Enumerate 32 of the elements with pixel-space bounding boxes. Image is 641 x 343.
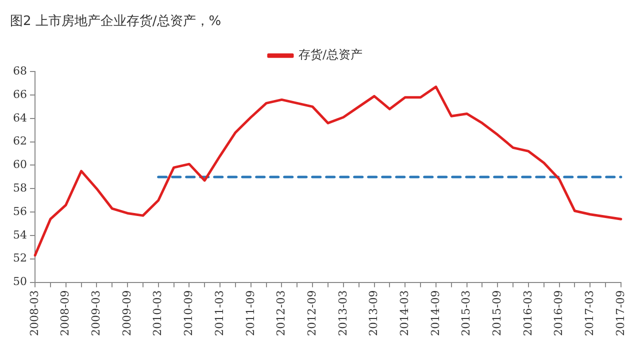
legend-label: 存货/总资产: [298, 48, 363, 62]
y-tick-label: 50: [12, 275, 27, 288]
x-tick-label: 2010-09: [182, 290, 196, 336]
x-tick-label: 2009-03: [90, 290, 103, 336]
y-tick-label: 54: [12, 228, 27, 242]
x-tick-label: 2016-09: [552, 290, 566, 336]
x-tick-label: 2014-03: [398, 290, 411, 336]
x-tick-label: 2011-09: [244, 290, 257, 336]
x-tick-label: 2012-09: [305, 290, 318, 336]
x-tick-label: 2015-03: [460, 290, 473, 336]
y-tick-label: 62: [12, 134, 27, 148]
x-tick-label: 2008-03: [28, 290, 41, 336]
x-tick-label: 2014-09: [428, 290, 442, 336]
x-tick-label: 2013-03: [336, 290, 350, 336]
y-tick-label: 52: [12, 252, 27, 265]
x-tick-label: 2012-03: [274, 290, 288, 336]
x-tick-label: 2013-09: [367, 290, 380, 336]
x-tick-label: 2015-09: [490, 290, 504, 336]
y-tick-label: 66: [12, 88, 27, 101]
x-tick-label: 2017-09: [614, 290, 627, 336]
x-tick-label: 2009-09: [120, 290, 134, 336]
x-tick-label: 2011-03: [212, 290, 226, 336]
chart-title: 图2 上市房地产企业存货/总资产，%: [10, 13, 222, 30]
y-tick-label: 56: [12, 204, 27, 218]
y-tick-label: 64: [12, 111, 27, 124]
y-tick-label: 68: [12, 64, 27, 78]
x-tick-label: 2008-09: [58, 290, 72, 336]
x-tick-label: 2010-03: [151, 290, 164, 336]
x-tick-label: 2017-03: [583, 290, 596, 336]
y-tick-label: 60: [12, 158, 27, 172]
x-tick-label: 2016-03: [521, 290, 534, 336]
y-tick-label: 58: [12, 182, 27, 195]
